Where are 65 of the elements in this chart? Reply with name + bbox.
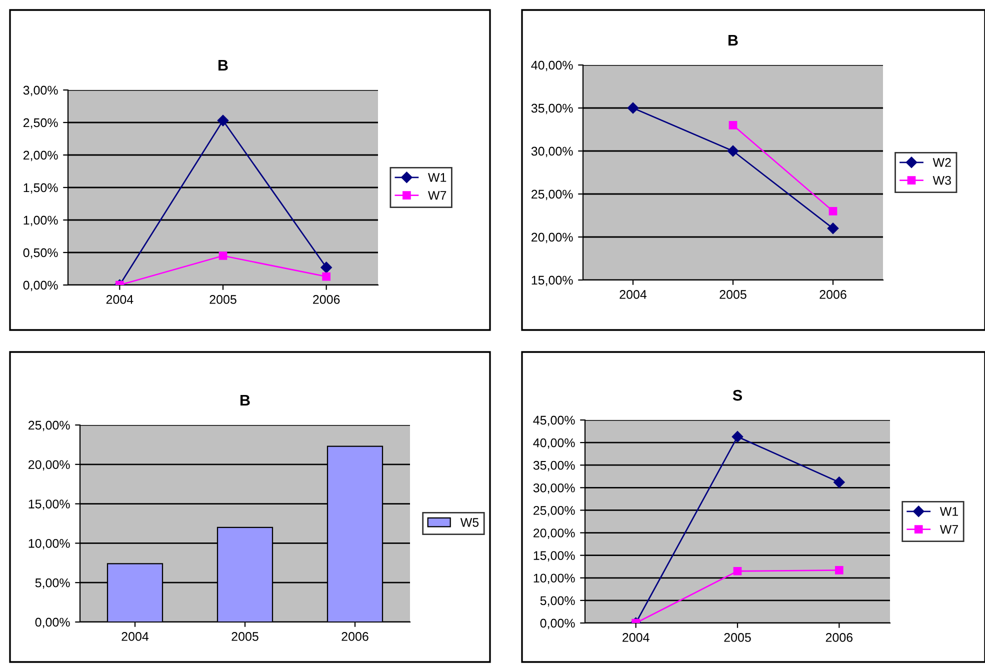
- point: [827, 222, 839, 234]
- y-tick-label: 15,00%: [534, 551, 575, 562]
- chart-title: S: [732, 390, 742, 401]
- y-tick-label: 1,00%: [24, 216, 58, 226]
- x-tick-label: 2004: [122, 632, 149, 641]
- y-tick-label: 25,00%: [532, 190, 573, 200]
- y-tick-label: 25,00%: [534, 506, 575, 516]
- y-tick-label: 15,00%: [532, 276, 573, 286]
- x-tick-label: 2006: [313, 295, 340, 304]
- point: [322, 272, 330, 281]
- legend-label: W1: [428, 173, 446, 182]
- point: [828, 207, 838, 216]
- x-tick-label: 2004: [620, 290, 647, 299]
- y-tick-label: 0,00%: [23, 280, 58, 292]
- chart-title: B: [728, 35, 738, 46]
- y-tick-label: 10,00%: [534, 574, 575, 584]
- point: [217, 114, 229, 126]
- y-tick-label: 40,00%: [533, 438, 575, 449]
- x-tick-label: 2006: [820, 290, 846, 299]
- x-tick-label: 2005: [724, 633, 751, 642]
- point: [728, 121, 738, 130]
- chart-title: B: [218, 60, 228, 71]
- point: [834, 476, 845, 488]
- y-tick-label: 0,00%: [35, 618, 70, 628]
- y-tick-label: 30,00%: [533, 483, 575, 494]
- y-tick-label: 20,00%: [534, 528, 575, 539]
- y-tick-label: 5,00%: [35, 578, 70, 589]
- point: [733, 566, 742, 576]
- point: [627, 102, 639, 114]
- y-tick-label: 15,00%: [28, 500, 70, 510]
- x-tick-label: 2005: [232, 632, 258, 641]
- y-tick-label: 20,00%: [532, 232, 573, 244]
- y-tick-label: 10,00%: [28, 539, 70, 550]
- point: [835, 566, 844, 574]
- chart-title: B: [240, 395, 250, 406]
- y-tick-label: 20,00%: [28, 460, 70, 471]
- y-tick-label: 0,00%: [540, 618, 575, 630]
- y-tick-label: 0,50%: [23, 248, 58, 259]
- y-tick-label: 35,00%: [531, 104, 573, 114]
- y-tick-label: 2,00%: [23, 150, 58, 162]
- y-tick-label: 40,00%: [531, 60, 573, 72]
- legend-label: W1: [940, 507, 958, 516]
- y-tick-label: 30,00%: [531, 146, 573, 158]
- x-tick-label: 2004: [106, 295, 134, 304]
- legend-label: W7: [940, 525, 958, 534]
- y-tick-label: 2,50%: [23, 118, 58, 129]
- legend-label: W5: [460, 518, 479, 527]
- y-tick-label: 3,00%: [23, 86, 58, 96]
- point: [727, 145, 739, 157]
- y-tick-label: 35,00%: [533, 460, 575, 472]
- point: [732, 431, 744, 442]
- point: [218, 252, 228, 260]
- y-tick-label: 45,00%: [533, 416, 575, 426]
- legend-label: W3: [932, 176, 951, 185]
- legend-label: W7: [428, 191, 446, 200]
- y-tick-label: 25,00%: [28, 420, 70, 432]
- x-tick-label: 2005: [720, 290, 746, 299]
- legend-label: W2: [932, 158, 951, 167]
- point: [320, 262, 332, 274]
- x-tick-label: 2006: [342, 632, 368, 641]
- y-tick-label: 1,50%: [24, 183, 58, 194]
- x-tick-label: 2005: [210, 295, 236, 304]
- y-tick-label: 5,00%: [540, 596, 575, 607]
- x-tick-label: 2006: [826, 633, 853, 642]
- x-tick-label: 2004: [622, 633, 650, 642]
